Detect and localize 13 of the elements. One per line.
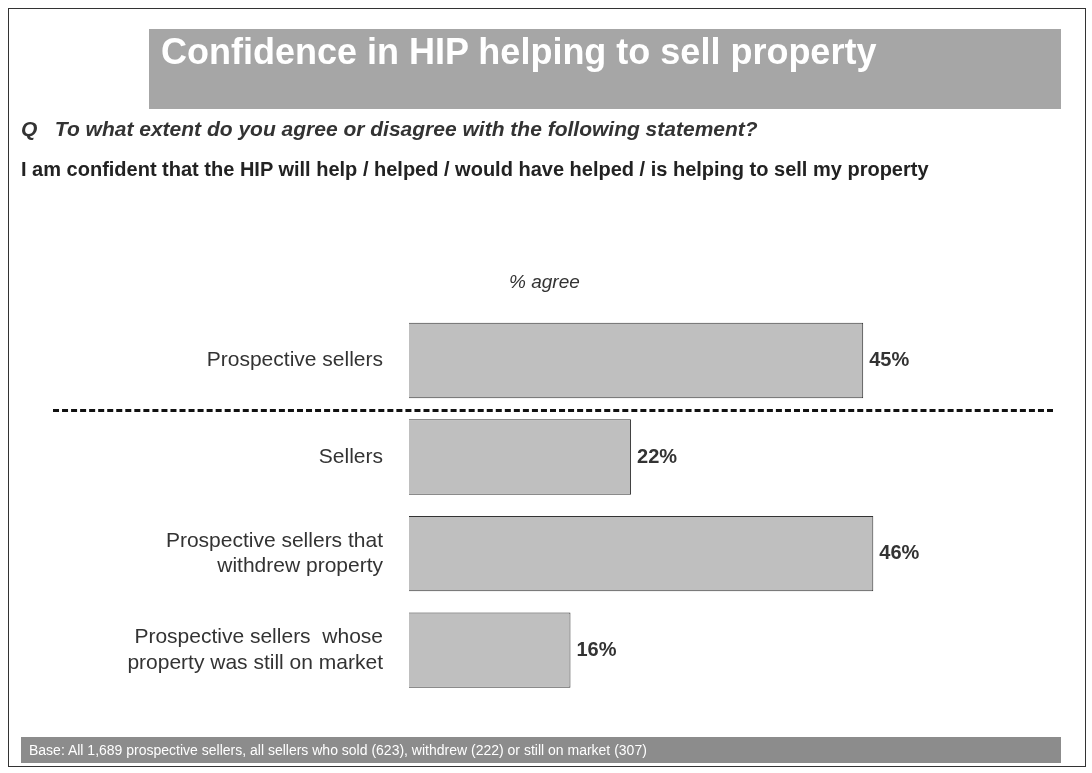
text: I am confident that the HIP will help / helped / would have helped / is helping to sell my property <box>21 158 930 180</box>
data-label: 22% <box>637 444 678 467</box>
chart-title: Confidence in HIP helping to sell property <box>149 29 1061 109</box>
data-label: 45% <box>869 347 910 370</box>
y-tick-label: Prospective sellers whose property was still on market <box>127 624 384 673</box>
y-tick-label: Prospective sellers <box>206 347 383 371</box>
text: Base: All 1,689 prospective sellers, all sellers who sold (623), withdrew (222) or still on market (307) <box>21 737 1061 763</box>
y-tick-label: Prospective sellers that withdrew property <box>165 527 384 576</box>
data-label: 16% <box>576 637 617 660</box>
x-axis-title: % agree <box>509 271 580 293</box>
y-tick-label: Sellers <box>318 443 383 467</box>
data-label: 46% <box>879 541 920 564</box>
chart-subtitle: Q To what extent do you agree or disagree with the following statement? <box>21 117 758 141</box>
